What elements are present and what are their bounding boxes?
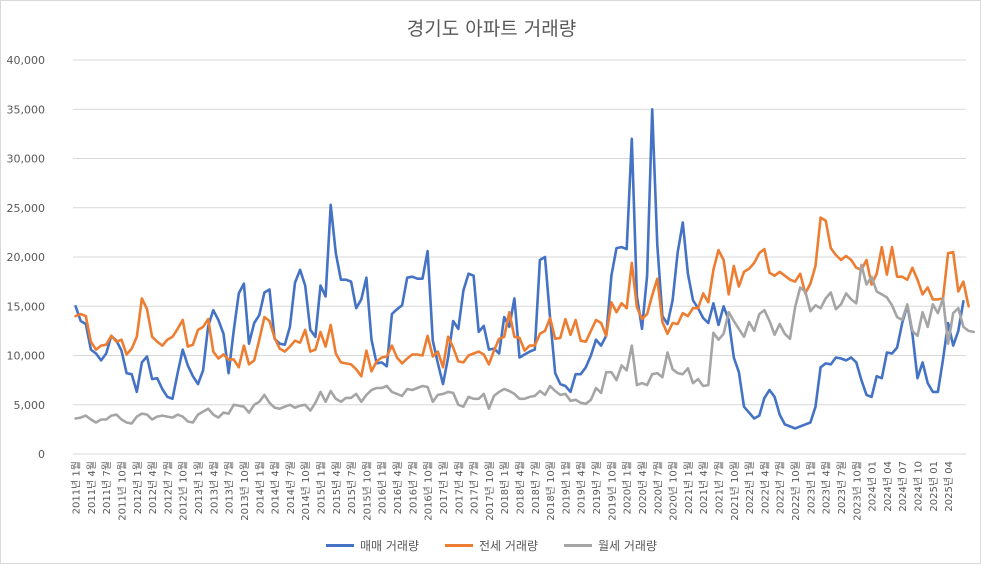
x-tick-label: 2014년 10월 xyxy=(300,461,312,521)
legend-swatch xyxy=(325,544,354,547)
x-tick-label: 2017년 4월 xyxy=(453,461,465,514)
x-tick-label: 2013년 10월 xyxy=(239,461,251,521)
legend-swatch xyxy=(444,544,473,547)
x-tick-label: 2015년 4월 xyxy=(331,461,343,514)
y-tick-label: 35,000 xyxy=(7,103,46,116)
x-tick-label: 2013년 4월 xyxy=(208,461,220,514)
x-tick-label: 2011년 10월 xyxy=(116,461,128,521)
x-tick-label: 2018년 7월 xyxy=(530,461,542,514)
legend-label: 전세 거래량 xyxy=(478,539,538,553)
y-tick-label: 5,000 xyxy=(14,399,46,412)
y-tick-label: 40,000 xyxy=(7,54,46,67)
x-tick-label: 2017년 1월 xyxy=(438,461,450,514)
x-tick-label: 2012년 1월 xyxy=(132,461,144,514)
y-tick-label: 20,000 xyxy=(7,251,46,264)
series-line-3 xyxy=(74,263,976,425)
x-tick-label: 2014년 1월 xyxy=(254,461,266,514)
x-tick-label: 2016년 10월 xyxy=(423,461,435,521)
x-tick-label: 2019년 7월 xyxy=(591,461,603,514)
x-tick-label: 2021년 1월 xyxy=(683,461,695,514)
x-tick-label: 2017년 10월 xyxy=(484,461,496,521)
series-line-1 xyxy=(74,108,965,430)
legend-label: 매매 거래량 xyxy=(359,539,419,553)
x-tick-label: 2021년 4월 xyxy=(698,461,710,514)
legend-swatch xyxy=(564,544,592,547)
x-tick-label: 2020년 10월 xyxy=(668,461,680,521)
x-tick-label: 2024년 04 xyxy=(882,461,894,512)
x-tick-label: 2011년 4월 xyxy=(86,461,98,514)
x-tick-label: 2020년 1월 xyxy=(622,461,634,514)
x-tick-label: 2019년 10월 xyxy=(606,461,618,521)
x-tick-label: 2016년 4월 xyxy=(392,461,404,514)
x-tick-label: 2016년 1월 xyxy=(377,461,389,514)
x-tick-label: 2015년 1월 xyxy=(315,461,327,514)
x-tick-label: 2023년 1월 xyxy=(805,461,817,514)
x-tick-label: 2014년 7월 xyxy=(285,461,297,514)
x-tick-label: 2015년 10월 xyxy=(361,461,373,521)
y-tick-label: 30,000 xyxy=(7,153,46,166)
x-tick-label: 2012년 10월 xyxy=(178,461,190,521)
x-tick-label: 2025년 04 xyxy=(943,461,955,512)
x-tick-label: 2017년 7월 xyxy=(469,461,481,514)
x-tick-label: 2021년 7월 xyxy=(714,461,726,514)
series-line-2 xyxy=(74,216,970,378)
x-tick-label: 2021년 10월 xyxy=(729,461,741,521)
x-tick-label: 2013년 7월 xyxy=(224,461,236,514)
x-tick-label: 2025년 01 xyxy=(928,461,940,512)
x-tick-label: 2019년 4월 xyxy=(576,461,588,514)
x-tick-label: 2012년 4월 xyxy=(147,461,159,514)
x-tick-label: 2019년 1월 xyxy=(560,461,572,514)
x-tick-label: 2023년 10월 xyxy=(851,461,863,521)
y-tick-label: 0 xyxy=(38,448,45,461)
x-tick-label: 2015년 7월 xyxy=(346,461,358,514)
y-tick-label: 25,000 xyxy=(7,202,46,215)
x-tick-label: 2018년 10월 xyxy=(545,461,557,521)
x-tick-label: 2011년 1월 xyxy=(71,461,83,514)
x-tick-label: 2020년 4월 xyxy=(637,461,649,514)
x-tick-label: 2012년 7월 xyxy=(162,461,174,514)
x-tick-label: 2013년 1월 xyxy=(193,461,205,514)
x-tick-label: 2016년 7월 xyxy=(407,461,419,514)
legend-item-1: 매매 거래량 xyxy=(325,537,419,554)
x-tick-label: 2011년 7월 xyxy=(101,461,113,514)
x-tick-label: 2022년 7월 xyxy=(775,461,787,514)
x-tick-label: 2018년 1월 xyxy=(499,461,511,514)
chart-title: 경기도 아파트 거래량 xyxy=(406,18,577,40)
x-tick-label: 2020년 7월 xyxy=(652,461,664,514)
x-tick-label: 2024년 01 xyxy=(867,461,879,512)
legend-label: 월세 거래량 xyxy=(598,539,658,553)
x-tick-label: 2024년 07 xyxy=(897,461,909,512)
x-tick-label: 2023년 7월 xyxy=(836,461,848,514)
x-tick-label: 2023년 4월 xyxy=(821,461,833,514)
x-tick-label: 2018년 4월 xyxy=(515,461,527,514)
x-tick-label: 2022년 10월 xyxy=(790,461,802,521)
chart-legend: 매매 거래량 전세 거래량 월세 거래량 xyxy=(1,537,981,554)
y-tick-label: 15,000 xyxy=(7,300,46,313)
x-tick-label: 2024년 10 xyxy=(913,461,925,512)
x-tick-label: 2014년 4월 xyxy=(270,461,282,514)
x-tick-label: 2022년 1월 xyxy=(744,461,756,514)
legend-item-2: 전세 거래량 xyxy=(444,537,538,554)
y-tick-label: 10,000 xyxy=(7,350,46,363)
legend-item-3: 월세 거래량 xyxy=(564,537,657,554)
x-tick-label: 2022년 4월 xyxy=(759,461,771,514)
